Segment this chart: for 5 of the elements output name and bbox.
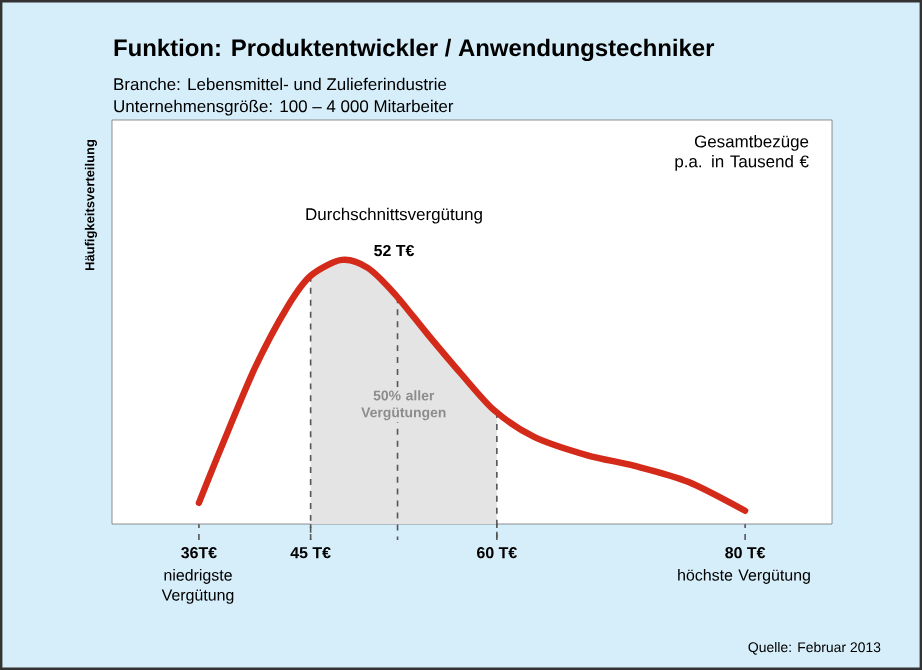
text: Durchschnittsvergütung	[306, 207, 482, 224]
chart-subtitle: Branche: Lebensmittel- und Zulieferindustrie	[114, 77, 447, 91]
text: Unternehmensgröße: 100 – 4 000 Mitarbeiter	[114, 99, 454, 116]
text: Gesamtbezüge p.a. in Tausend €	[675, 135, 809, 171]
chart-title: Funktion: Produktentwickler / Anwendungstechniker	[114, 38, 715, 62]
